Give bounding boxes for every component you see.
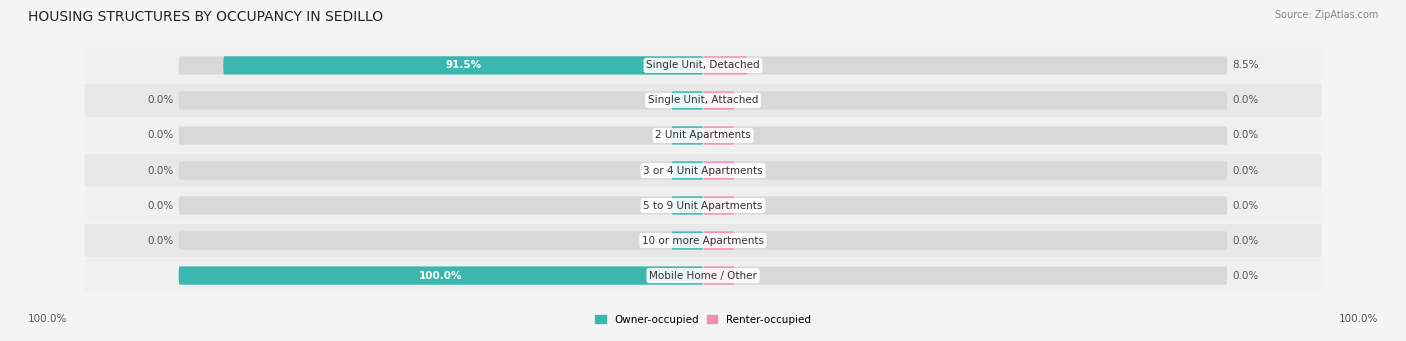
FancyBboxPatch shape <box>179 127 1227 145</box>
Text: 0.0%: 0.0% <box>148 131 173 140</box>
Text: 100.0%: 100.0% <box>28 314 67 324</box>
FancyBboxPatch shape <box>703 196 734 214</box>
FancyBboxPatch shape <box>703 232 734 250</box>
FancyBboxPatch shape <box>84 119 1322 152</box>
Text: 0.0%: 0.0% <box>1233 131 1258 140</box>
Text: 0.0%: 0.0% <box>1233 95 1258 105</box>
FancyBboxPatch shape <box>84 84 1322 117</box>
FancyBboxPatch shape <box>703 161 734 180</box>
FancyBboxPatch shape <box>84 259 1322 292</box>
FancyBboxPatch shape <box>179 161 1227 180</box>
Text: 10 or more Apartments: 10 or more Apartments <box>643 236 763 246</box>
Text: 0.0%: 0.0% <box>148 95 173 105</box>
Text: 0.0%: 0.0% <box>1233 201 1258 210</box>
FancyBboxPatch shape <box>703 91 734 109</box>
Text: 5 to 9 Unit Apartments: 5 to 9 Unit Apartments <box>644 201 762 210</box>
FancyBboxPatch shape <box>179 56 1227 75</box>
FancyBboxPatch shape <box>672 127 703 145</box>
Legend: Owner-occupied, Renter-occupied: Owner-occupied, Renter-occupied <box>591 311 815 329</box>
FancyBboxPatch shape <box>84 189 1322 222</box>
FancyBboxPatch shape <box>179 266 1227 285</box>
FancyBboxPatch shape <box>179 91 1227 109</box>
Text: 2 Unit Apartments: 2 Unit Apartments <box>655 131 751 140</box>
FancyBboxPatch shape <box>84 154 1322 187</box>
FancyBboxPatch shape <box>84 224 1322 257</box>
Text: 0.0%: 0.0% <box>1233 236 1258 246</box>
FancyBboxPatch shape <box>179 232 1227 250</box>
FancyBboxPatch shape <box>179 266 703 285</box>
Text: Single Unit, Detached: Single Unit, Detached <box>647 60 759 71</box>
Text: 100.0%: 100.0% <box>1339 314 1378 324</box>
FancyBboxPatch shape <box>703 127 734 145</box>
FancyBboxPatch shape <box>703 266 734 285</box>
Text: Mobile Home / Other: Mobile Home / Other <box>650 270 756 281</box>
FancyBboxPatch shape <box>224 56 703 75</box>
Text: 3 or 4 Unit Apartments: 3 or 4 Unit Apartments <box>643 165 763 176</box>
FancyBboxPatch shape <box>672 232 703 250</box>
Text: 0.0%: 0.0% <box>1233 165 1258 176</box>
Text: 0.0%: 0.0% <box>148 165 173 176</box>
FancyBboxPatch shape <box>84 49 1322 82</box>
Text: Single Unit, Attached: Single Unit, Attached <box>648 95 758 105</box>
Text: 8.5%: 8.5% <box>1233 60 1258 71</box>
Text: 0.0%: 0.0% <box>1233 270 1258 281</box>
FancyBboxPatch shape <box>672 161 703 180</box>
Text: Source: ZipAtlas.com: Source: ZipAtlas.com <box>1274 10 1378 20</box>
FancyBboxPatch shape <box>179 196 1227 214</box>
FancyBboxPatch shape <box>703 56 748 75</box>
Text: HOUSING STRUCTURES BY OCCUPANCY IN SEDILLO: HOUSING STRUCTURES BY OCCUPANCY IN SEDIL… <box>28 10 384 24</box>
Text: 91.5%: 91.5% <box>446 60 481 71</box>
Text: 0.0%: 0.0% <box>148 201 173 210</box>
Text: 0.0%: 0.0% <box>148 236 173 246</box>
FancyBboxPatch shape <box>672 196 703 214</box>
FancyBboxPatch shape <box>672 91 703 109</box>
Text: 100.0%: 100.0% <box>419 270 463 281</box>
